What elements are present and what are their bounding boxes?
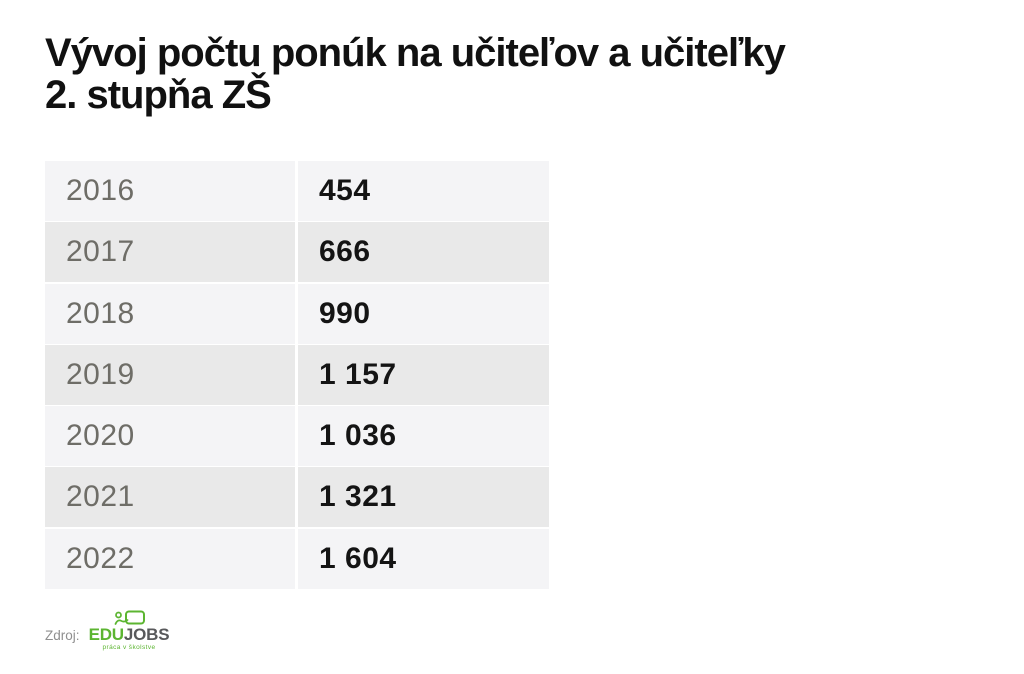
year-cell: 2016 — [45, 161, 295, 221]
table-row: 2017 666 — [45, 222, 549, 283]
value-cell: 990 — [298, 283, 549, 344]
value-cell: 1 157 — [298, 344, 549, 405]
value-cell: 1 604 — [298, 528, 549, 589]
year-cell: 2018 — [45, 283, 295, 344]
table-row: 2022 1 604 — [45, 528, 549, 589]
logo-text-edu: EDU — [88, 625, 124, 644]
teacher-whiteboard-icon — [114, 610, 145, 625]
page-title: Vývoj počtu ponúk na učiteľov a učiteľky… — [45, 31, 786, 117]
value-cell: 1 036 — [298, 406, 549, 467]
offers-table: 2016 454 2017 666 2018 990 2019 1 157 20… — [45, 161, 549, 590]
logo-wordmark: EDUJOBS — [87, 626, 171, 643]
title-line-2: 2. stupňa ZŠ — [45, 73, 272, 117]
year-cell: 2017 — [45, 222, 295, 283]
year-cell: 2020 — [45, 406, 295, 467]
year-cell: 2021 — [45, 467, 295, 528]
table-row: 2019 1 157 — [45, 344, 549, 405]
source-row: Zdroj: EDUJOBS práca v školstve — [45, 610, 285, 665]
value-cell: 666 — [298, 222, 549, 283]
table-row: 2016 454 — [45, 161, 549, 221]
source-label: Zdroj: — [45, 628, 80, 643]
year-cell: 2022 — [45, 528, 295, 589]
value-cell: 454 — [298, 161, 549, 221]
table-row: 2021 1 321 — [45, 467, 549, 528]
table-row: 2020 1 036 — [45, 406, 549, 467]
edujobs-logo: EDUJOBS práca v školstve — [87, 610, 171, 652]
table-row: 2018 990 — [45, 283, 549, 344]
logo-text-jobs: JOBS — [123, 625, 170, 644]
logo-tagline: práca v školstve — [102, 644, 156, 651]
value-cell: 1 321 — [298, 467, 549, 528]
year-cell: 2019 — [45, 344, 295, 405]
title-line-1: Vývoj počtu ponúk na učiteľov a učiteľky — [45, 31, 786, 75]
